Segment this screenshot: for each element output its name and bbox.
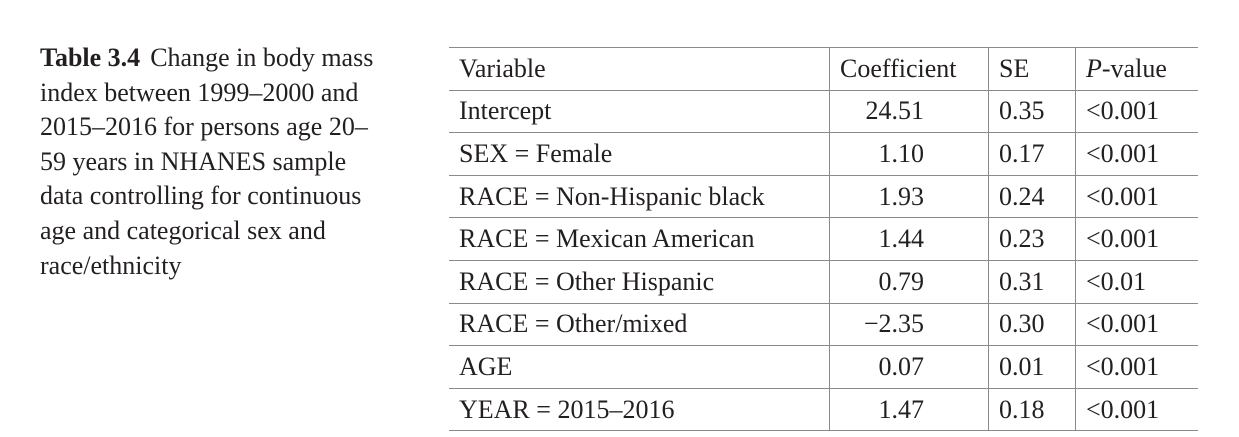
coefficient-value: 0.07 — [878, 351, 925, 381]
regression-table: Variable Coefficient SE P-value Intercep… — [449, 47, 1198, 431]
cell-variable: RACE = Other Hispanic — [459, 266, 715, 296]
header-p-value: P-value — [1075, 47, 1198, 91]
coefficient-value: 1.93 — [878, 181, 925, 211]
cell-coefficient: 24.51 — [829, 90, 989, 133]
cell-variable: RACE = Other/mixed — [459, 309, 688, 339]
cell-p-value: <0.001 — [1075, 175, 1198, 218]
cell-se: 0.18 — [988, 388, 1076, 431]
header-p-suffix: -value — [1101, 53, 1167, 83]
cell-se: 0.17 — [988, 132, 1076, 176]
table-row: RACE = Other/mixed −2.35 0.30 <0.001 — [449, 303, 1198, 346]
caption-text: Change in body mass index between 1999–2… — [40, 43, 374, 280]
cell-coefficient: 1.44 — [829, 217, 989, 261]
cell-variable: RACE = Non-Hispanic black — [459, 181, 765, 211]
table-row: Intercept 24.51 0.35 <0.001 — [449, 90, 1198, 133]
table-row: YEAR = 2015–2016 1.47 0.18 <0.001 — [449, 388, 1198, 431]
cell-coefficient: 0.79 — [829, 260, 989, 304]
coefficient-value: −2.35 — [863, 309, 924, 339]
cell-coefficient: 1.47 — [829, 388, 989, 431]
cell-se: 0.01 — [988, 345, 1076, 389]
cell-p-value: <0.001 — [1075, 217, 1198, 261]
table-row: RACE = Mexican American 1.44 0.23 <0.001 — [449, 217, 1198, 261]
cell-variable: RACE = Mexican American — [459, 224, 755, 254]
cell-se: 0.24 — [988, 175, 1076, 218]
cell-variable: Intercept — [459, 96, 552, 126]
cell-p-value: <0.001 — [1075, 132, 1198, 176]
coefficient-value: 0.79 — [878, 266, 925, 296]
table-header-row: Variable Coefficient SE P-value — [449, 47, 1198, 91]
table-row: RACE = Non-Hispanic black 1.93 0.24 <0.0… — [449, 175, 1198, 218]
coefficient-value: 1.47 — [878, 394, 925, 424]
cell-variable: AGE — [459, 351, 513, 381]
cell-se: 0.30 — [988, 303, 1076, 346]
header-coefficient: Coefficient — [829, 47, 989, 91]
cell-coefficient: 0.07 — [829, 345, 989, 389]
cell-p-value: <0.001 — [1075, 90, 1198, 133]
coefficient-value: 1.10 — [878, 138, 925, 168]
cell-se: 0.23 — [988, 217, 1076, 261]
cell-coefficient: 1.93 — [829, 175, 989, 218]
cell-se: 0.35 — [988, 90, 1076, 133]
cell-p-value: <0.001 — [1075, 388, 1198, 431]
header-se: SE — [988, 47, 1076, 91]
header-variable: Variable — [459, 53, 546, 83]
cell-variable: YEAR = 2015–2016 — [459, 394, 675, 424]
table-row: SEX = Female 1.10 0.17 <0.001 — [449, 132, 1198, 176]
table-label: Table 3.4 — [40, 43, 141, 72]
cell-coefficient: 1.10 — [829, 132, 989, 176]
cell-p-value: <0.001 — [1075, 303, 1198, 346]
table-row: AGE 0.07 0.01 <0.001 — [449, 345, 1198, 389]
table-caption: Table 3.4 Change in body mass index betwe… — [40, 41, 385, 283]
table-row: RACE = Other Hispanic 0.79 0.31 <0.01 — [449, 260, 1198, 304]
cell-p-value: <0.001 — [1075, 345, 1198, 389]
cell-p-value: <0.01 — [1075, 260, 1198, 304]
cell-se: 0.31 — [988, 260, 1076, 304]
cell-coefficient: −2.35 — [829, 303, 989, 346]
coefficient-value: 1.44 — [878, 224, 925, 254]
cell-variable: SEX = Female — [459, 138, 613, 168]
coefficient-value: 24.51 — [865, 96, 925, 126]
header-p-italic: P — [1086, 53, 1102, 83]
